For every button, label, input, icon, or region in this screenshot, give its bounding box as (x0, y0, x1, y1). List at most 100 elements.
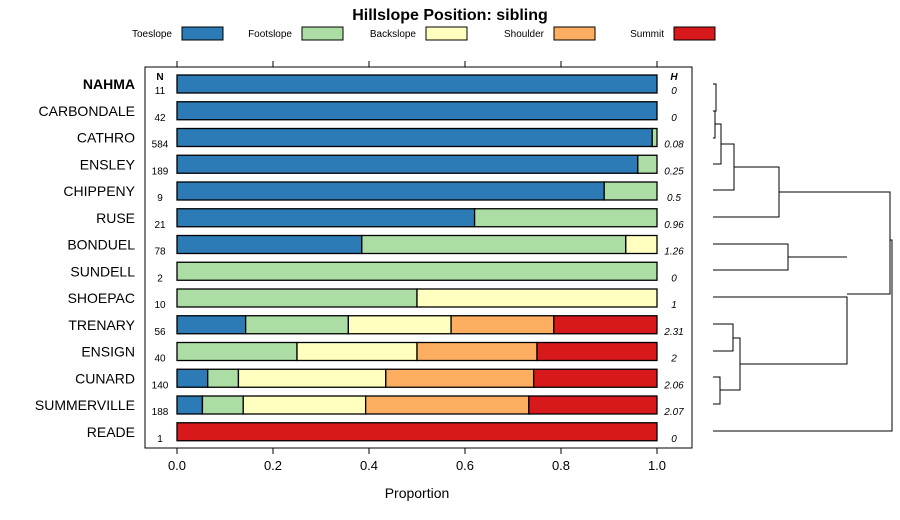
h-value: 2 (670, 354, 677, 365)
row-label: ENSIGN (81, 344, 135, 360)
x-tick-label: 0.6 (456, 458, 474, 473)
dendrogram-branch (713, 296, 848, 365)
row-cunard: CUNARD 140 2.06 (75, 368, 684, 391)
bar-segment-footslope (207, 368, 240, 388)
legend-label-shoulder: Shoulder (504, 29, 545, 40)
row-label: BONDUEL (67, 237, 135, 253)
bar-segment-toeslope (176, 181, 605, 201)
row-label: ENSLEY (80, 156, 136, 172)
row-label: SUMMERVILLE (35, 397, 135, 413)
row-label: CARBONDALE (39, 103, 135, 119)
h-value: 1 (671, 300, 677, 311)
top-axis-ticks (176, 61, 658, 67)
h-value: 0 (671, 273, 677, 284)
bar-segment-backslope (237, 368, 387, 388)
legend-label-footslope: Footslope (248, 29, 292, 40)
bar-segment-footslope (473, 208, 658, 228)
legend-swatch-summit (673, 26, 716, 41)
n-value: 21 (154, 220, 166, 231)
dendrogram-branch (713, 323, 734, 352)
h-value: 0 (671, 86, 677, 97)
bar-segment-summit (553, 315, 658, 335)
legend-label-toeslope: Toeslope (132, 29, 172, 40)
bar-segment-toeslope (176, 208, 476, 228)
row-label: CHIPPENY (63, 183, 135, 199)
row-shoepac: SHOEPAC 10 1 (68, 288, 677, 311)
x-tick-label: 0.0 (168, 458, 186, 473)
row-trenary: TRENARY 56 2.31 (68, 315, 684, 338)
row-label: CATHRO (77, 130, 135, 146)
bar-segment-footslope (201, 395, 244, 415)
legend-swatch-toeslope (181, 26, 224, 41)
bar-segment-toeslope (176, 101, 658, 121)
n-value: 188 (152, 407, 169, 418)
n-value: 2 (157, 273, 163, 284)
h-value: 0.08 (664, 140, 684, 151)
bar-segment-shoulder (416, 341, 538, 362)
x-tick-label: 1.0 (648, 458, 666, 473)
row-label: SHOEPAC (68, 290, 135, 306)
bar-segment-backslope (416, 288, 658, 308)
dendrogram-branch (720, 337, 741, 391)
bar-segment-shoulder (385, 368, 535, 388)
bar-segment-toeslope (176, 315, 247, 335)
n-value: 9 (157, 193, 163, 204)
row-label: CUNARD (75, 370, 135, 386)
n-value: 1 (157, 434, 163, 445)
n-value: 40 (154, 354, 166, 365)
dendrogram-branch (713, 83, 717, 112)
row-label: TRENARY (68, 317, 135, 333)
bar-segment-backslope (625, 234, 658, 255)
row-label: RUSE (96, 210, 135, 226)
row-bonduel: BONDUEL 78 1.26 (67, 234, 684, 258)
bar-segment-footslope (176, 288, 418, 308)
n-value: 140 (152, 380, 169, 391)
h-value: 0.25 (664, 166, 684, 177)
legend: Toeslope Footslope Backslope Shoulder Summit (132, 26, 716, 41)
h-column-header: H (670, 72, 678, 83)
h-value: 0 (671, 113, 677, 124)
chart-title: Hillslope Position: sibling (352, 7, 548, 24)
row-ensign: ENSIGN 40 2 (81, 341, 677, 365)
dendrogram-branch (779, 191, 891, 295)
n-value: 584 (152, 140, 169, 151)
legend-swatch-shoulder (553, 26, 596, 41)
bar-segment-footslope (361, 234, 627, 255)
h-value: 0.96 (664, 220, 684, 231)
row-chippeny: CHIPPENY 9 0.5 (63, 181, 681, 204)
h-value: 2.07 (663, 407, 684, 418)
h-value: 1.26 (664, 247, 684, 258)
dendrogram-branch (713, 123, 722, 165)
dendrogram-branch (713, 239, 893, 432)
n-value: 56 (154, 327, 166, 338)
bar-segment-footslope (603, 181, 658, 201)
legend-label-summit: Summit (630, 29, 664, 40)
bar-segment-shoulder (450, 315, 555, 335)
bar-segment-backslope (347, 315, 452, 335)
bar-segment-summit (532, 368, 658, 388)
n-value: 189 (152, 166, 169, 177)
bar-segment-footslope (176, 261, 658, 281)
row-label: SUNDELL (70, 263, 135, 279)
row-summerville: SUMMERVILLE 188 2.07 (35, 395, 684, 418)
row-nahma: NAHMA 11 0 (83, 74, 677, 97)
dendrogram-branch (713, 376, 721, 405)
n-column-header: N (156, 72, 163, 83)
bar-segment-toeslope (176, 127, 653, 148)
bar-segment-summit (528, 395, 658, 415)
bar-segment-summit (176, 422, 658, 442)
legend-swatch-footslope (301, 26, 344, 41)
n-value: 10 (154, 300, 166, 311)
dendrogram-branch (713, 143, 735, 191)
dendrogram-branch (713, 243, 789, 271)
h-value: 2.06 (663, 380, 684, 391)
h-value: 0.5 (667, 193, 681, 204)
bar-segment-toeslope (176, 74, 658, 94)
bar-segment-shoulder (364, 395, 530, 415)
x-tick-label: 0.8 (552, 458, 570, 473)
n-value: 11 (155, 86, 166, 97)
row-label: NAHMA (83, 76, 135, 92)
row-cathro: CATHRO 584 0.08 (77, 127, 684, 151)
